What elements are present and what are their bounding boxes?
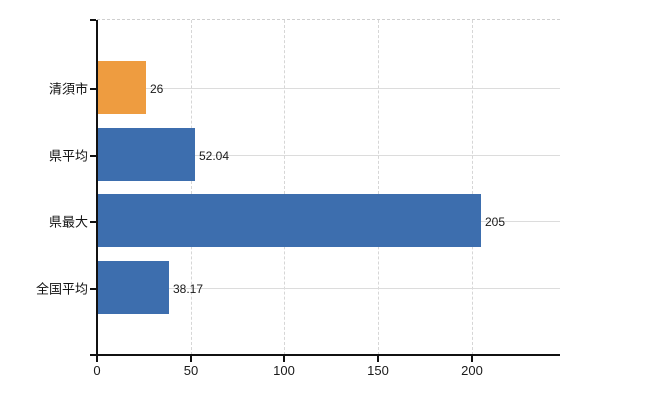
x-axis-tick-label: 100 <box>273 363 295 378</box>
x-axis-tick-label: 50 <box>183 363 199 378</box>
x-axis-tick <box>283 356 285 362</box>
gridline-vertical <box>378 20 379 355</box>
y-axis-line <box>96 20 98 355</box>
y-axis-tick <box>90 155 96 157</box>
bar <box>98 128 195 181</box>
bar-value-label: 52.04 <box>199 149 230 163</box>
gridline-horizontal <box>97 288 560 289</box>
x-axis-tick <box>190 356 192 362</box>
y-axis-tick <box>90 288 96 290</box>
category-label: 県最大 <box>48 214 88 230</box>
gridline-vertical <box>284 20 285 355</box>
x-axis-tick <box>96 356 98 362</box>
x-axis-tick-label: 0 <box>93 363 101 378</box>
category-label: 県平均 <box>48 148 88 164</box>
category-label: 清須市 <box>48 81 88 97</box>
category-label: 全国平均 <box>35 281 88 297</box>
y-axis-top-tick <box>90 19 96 21</box>
y-axis-tick <box>90 221 96 223</box>
x-axis-tick-label: 150 <box>367 363 389 378</box>
bar <box>98 194 481 247</box>
gridline-vertical <box>191 20 192 355</box>
bar-value-label: 38.17 <box>173 282 204 296</box>
y-axis-tick <box>90 88 96 90</box>
gridline-vertical <box>472 20 473 355</box>
plot-top-border <box>97 19 560 20</box>
gridline-horizontal <box>97 88 560 89</box>
bar-value-label: 205 <box>485 215 506 229</box>
bar <box>98 261 169 314</box>
bar-value-label: 26 <box>150 82 164 96</box>
x-axis-tick <box>471 356 473 362</box>
gridline-horizontal <box>97 155 560 156</box>
x-axis-tick-label: 200 <box>461 363 483 378</box>
x-axis-tick <box>377 356 379 362</box>
bar <box>98 61 146 114</box>
x-axis-line <box>90 354 560 356</box>
